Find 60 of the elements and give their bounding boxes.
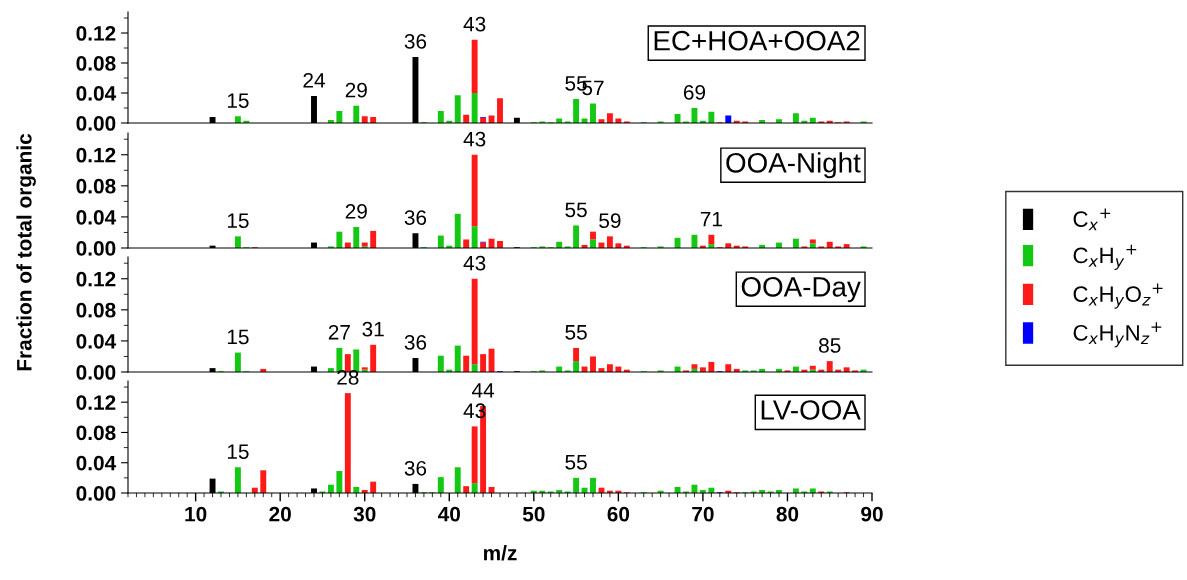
annotation: 27 [328, 324, 350, 340]
y-tick-label: 0.12 [76, 147, 116, 163]
annotation: 15 [227, 329, 249, 345]
annotation: 15 [227, 213, 249, 229]
y-tick-label: 0.00 [76, 486, 116, 501]
annotation: 36 [404, 33, 427, 49]
x-tick-label: 80 [776, 506, 799, 522]
y-tick-label: 0.08 [76, 425, 116, 441]
x-tick-label: 20 [269, 506, 291, 522]
annotation: 36 [404, 210, 427, 225]
x-tick-label: 50 [522, 506, 545, 522]
y-tick-label: 0.12 [76, 26, 116, 41]
y-tick-label: 0.12 [76, 395, 116, 410]
annotation: 29 [345, 203, 367, 219]
y-axis-title: Fraction of total organic [16, 133, 36, 371]
y-tick-label: 0.08 [76, 302, 116, 318]
annotation: 24 [303, 72, 325, 88]
annotation: 43 [463, 131, 486, 147]
y-tick-label: 0.08 [76, 178, 116, 194]
x-tick-label: 60 [607, 506, 630, 522]
y-tick-label: 0.04 [76, 209, 117, 225]
y-tick-label: 0.12 [76, 271, 116, 287]
text: OOA-Night [726, 152, 861, 179]
annotation: 69 [683, 84, 706, 100]
text: OOA-Day [741, 276, 861, 303]
annotation: 44 [471, 383, 495, 398]
y-tick-label: 0.04 [76, 86, 117, 101]
annotation: 15 [227, 93, 249, 108]
legend-label: C$_{x}$H$_{y}$N$_{z}$$^{+}$ [1073, 322, 1162, 348]
annotation: 36 [404, 460, 427, 476]
annotation: 28 [337, 370, 359, 385]
y-tick-label: 0.08 [76, 56, 116, 71]
x-tick-label: 30 [353, 506, 376, 522]
annotation: 36 [404, 334, 427, 350]
annotation: 71 [700, 211, 722, 227]
x-axis-title: m/z [484, 545, 517, 561]
legend-label: C$_{x}$H$_{y}$$^{+}$ [1073, 244, 1137, 270]
y-tick-label: 0.00 [76, 365, 116, 380]
text: LV-OOA [761, 400, 861, 420]
legend-label: C$_{x}$H$_{y}$O$_{z}$$^{+}$ [1073, 283, 1163, 309]
annotation: 15 [227, 444, 249, 459]
annotation: 55 [565, 325, 587, 340]
legend-label: C$_{x}$$^{+}$ [1073, 208, 1111, 231]
x-tick-label: 70 [692, 506, 714, 522]
y-tick-label: 0.04 [76, 333, 117, 349]
annotation: 55 [565, 202, 587, 218]
annotation: 43 [463, 255, 486, 271]
x-tick-label: 90 [861, 506, 883, 522]
y-tick-label: 0.00 [76, 241, 116, 256]
annotation: 59 [599, 213, 621, 229]
y-tick-label: 0.00 [76, 116, 116, 131]
annotation: 29 [345, 82, 367, 98]
annotation: 43 [463, 16, 486, 32]
annotation: 85 [819, 338, 841, 353]
annotation: 31 [362, 321, 384, 337]
annotation: 55 [565, 455, 587, 470]
text: EC+HOA+OOA2 [654, 30, 860, 51]
x-tick-label: 40 [438, 506, 461, 522]
y-tick-label: 0.04 [76, 455, 117, 471]
x-tick-label: 10 [185, 506, 207, 522]
